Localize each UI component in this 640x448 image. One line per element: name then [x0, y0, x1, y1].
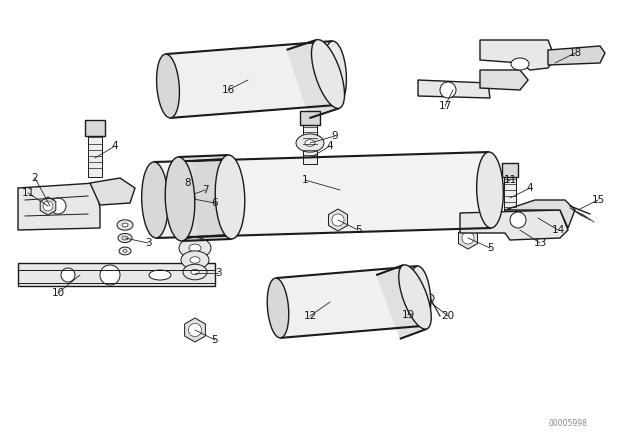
Polygon shape	[376, 265, 427, 339]
Circle shape	[170, 192, 186, 208]
Circle shape	[462, 232, 474, 244]
Circle shape	[440, 82, 456, 98]
Polygon shape	[166, 41, 337, 118]
Ellipse shape	[119, 247, 131, 255]
Ellipse shape	[189, 244, 201, 252]
Ellipse shape	[190, 257, 200, 263]
Polygon shape	[548, 46, 605, 65]
Text: 3: 3	[214, 268, 221, 278]
Ellipse shape	[181, 251, 209, 269]
Ellipse shape	[141, 162, 168, 238]
Polygon shape	[460, 210, 568, 240]
Ellipse shape	[399, 265, 431, 329]
Ellipse shape	[118, 233, 132, 242]
Ellipse shape	[409, 266, 431, 326]
Polygon shape	[480, 40, 555, 70]
Ellipse shape	[191, 269, 199, 275]
Circle shape	[163, 191, 173, 201]
Polygon shape	[480, 70, 528, 90]
Circle shape	[414, 296, 422, 304]
Text: 9: 9	[332, 131, 339, 141]
Text: 11: 11	[504, 175, 516, 185]
Polygon shape	[88, 121, 102, 177]
Ellipse shape	[296, 134, 324, 152]
Text: 11: 11	[21, 188, 35, 198]
Ellipse shape	[477, 152, 503, 228]
Circle shape	[50, 198, 66, 214]
Polygon shape	[505, 200, 575, 228]
Text: 4: 4	[527, 183, 533, 193]
Polygon shape	[479, 183, 497, 203]
Polygon shape	[193, 159, 228, 237]
Circle shape	[188, 323, 202, 336]
Ellipse shape	[157, 54, 179, 118]
Text: 19: 19	[401, 310, 415, 320]
Polygon shape	[85, 121, 104, 136]
Ellipse shape	[324, 41, 346, 105]
Ellipse shape	[122, 223, 128, 227]
Polygon shape	[504, 163, 516, 215]
Polygon shape	[154, 152, 491, 238]
Text: 17: 17	[438, 101, 452, 111]
Polygon shape	[287, 40, 339, 118]
Polygon shape	[458, 227, 477, 249]
Ellipse shape	[179, 237, 211, 258]
Text: 7: 7	[202, 185, 208, 195]
Text: 4: 4	[326, 141, 333, 151]
Polygon shape	[40, 197, 56, 215]
Ellipse shape	[511, 58, 529, 70]
Polygon shape	[18, 183, 100, 230]
Text: 4: 4	[112, 141, 118, 151]
Text: 12: 12	[303, 311, 317, 321]
Text: 15: 15	[591, 195, 605, 205]
Ellipse shape	[215, 155, 244, 239]
Text: 13: 13	[533, 238, 547, 248]
Polygon shape	[90, 178, 135, 205]
Circle shape	[426, 294, 434, 302]
Ellipse shape	[268, 278, 289, 338]
Polygon shape	[502, 163, 518, 177]
Ellipse shape	[165, 157, 195, 241]
Circle shape	[159, 187, 177, 205]
Polygon shape	[328, 209, 348, 231]
Circle shape	[483, 188, 493, 198]
Polygon shape	[300, 111, 319, 125]
Text: 14: 14	[552, 225, 564, 235]
Text: 5: 5	[486, 243, 493, 253]
Text: 1: 1	[301, 175, 308, 185]
Circle shape	[332, 214, 344, 226]
Polygon shape	[184, 318, 205, 342]
Ellipse shape	[305, 140, 315, 146]
Text: 18: 18	[568, 48, 582, 58]
Text: 00005998: 00005998	[548, 418, 588, 427]
Circle shape	[100, 265, 120, 285]
Ellipse shape	[117, 220, 133, 230]
Text: 2: 2	[32, 173, 38, 183]
Text: 20: 20	[442, 311, 454, 321]
Ellipse shape	[123, 250, 127, 252]
Ellipse shape	[183, 264, 207, 280]
Circle shape	[43, 201, 53, 211]
Polygon shape	[418, 80, 490, 98]
Circle shape	[174, 196, 182, 204]
Circle shape	[61, 268, 75, 282]
Text: 10: 10	[51, 288, 65, 298]
Polygon shape	[275, 266, 422, 338]
Ellipse shape	[312, 39, 344, 108]
Circle shape	[181, 191, 195, 205]
Circle shape	[185, 195, 191, 201]
Text: 8: 8	[185, 178, 191, 188]
Polygon shape	[303, 111, 317, 164]
Text: 16: 16	[221, 85, 235, 95]
Polygon shape	[179, 155, 232, 241]
Ellipse shape	[149, 270, 171, 280]
Text: 5: 5	[355, 225, 362, 235]
Text: 3: 3	[145, 238, 151, 248]
Polygon shape	[18, 263, 215, 286]
Ellipse shape	[122, 236, 128, 240]
Circle shape	[510, 212, 526, 228]
Text: 6: 6	[212, 198, 218, 208]
Text: 5: 5	[212, 335, 218, 345]
